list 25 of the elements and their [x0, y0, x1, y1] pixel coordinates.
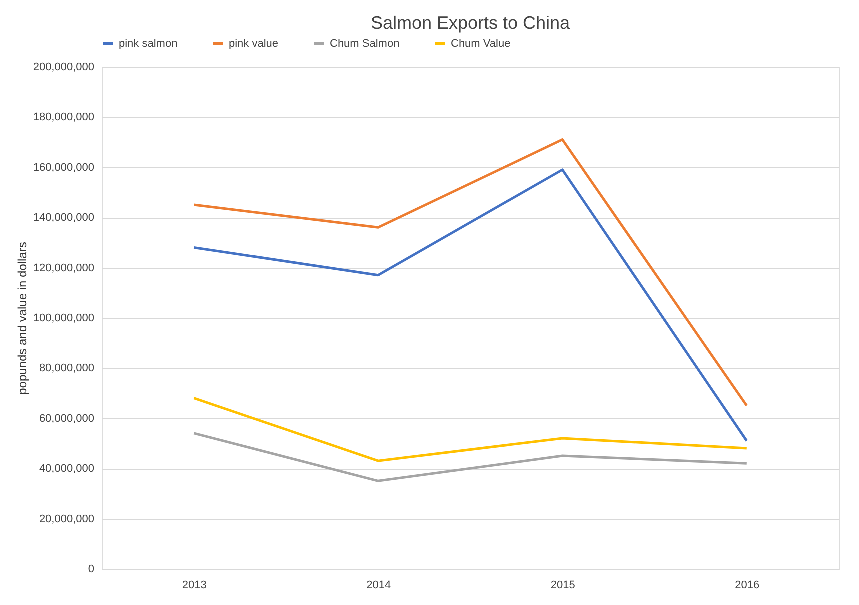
- line-series: [192, 138, 748, 408]
- y-tick-label: 40,000,000: [39, 463, 94, 476]
- y-tick-label: 20,000,000: [39, 513, 94, 526]
- line-series: [192, 432, 748, 482]
- x-tick-label: 2014: [366, 580, 392, 592]
- y-tick-label: 160,000,000: [33, 162, 94, 174]
- y-tick-label: 80,000,000: [39, 362, 94, 375]
- y-tick-label: 60,000,000: [39, 412, 94, 425]
- line-series: [192, 168, 748, 442]
- legend-label: Chum Value: [451, 38, 511, 50]
- line-series: [192, 397, 748, 462]
- x-tick-label: 2016: [735, 580, 760, 592]
- legend-label: Chum Salmon: [330, 38, 400, 50]
- legend-label: pink value: [229, 38, 279, 50]
- x-tick-label: 2013: [182, 580, 207, 592]
- y-tick-label: 180,000,000: [33, 112, 94, 124]
- chart-title: Salmon Exports to China: [370, 13, 572, 33]
- y-tick-label: 0: [88, 564, 94, 576]
- y-tick-label: 120,000,000: [33, 262, 94, 274]
- x-tick-label: 2015: [550, 580, 576, 592]
- y-tick-label: 200,000,000: [33, 62, 94, 74]
- y-tick-label: 100,000,000: [33, 312, 94, 324]
- legend-label: pink salmon: [119, 38, 178, 50]
- y-axis-title: popunds and value in dollars: [15, 242, 30, 395]
- y-tick-label: 140,000,000: [33, 212, 94, 224]
